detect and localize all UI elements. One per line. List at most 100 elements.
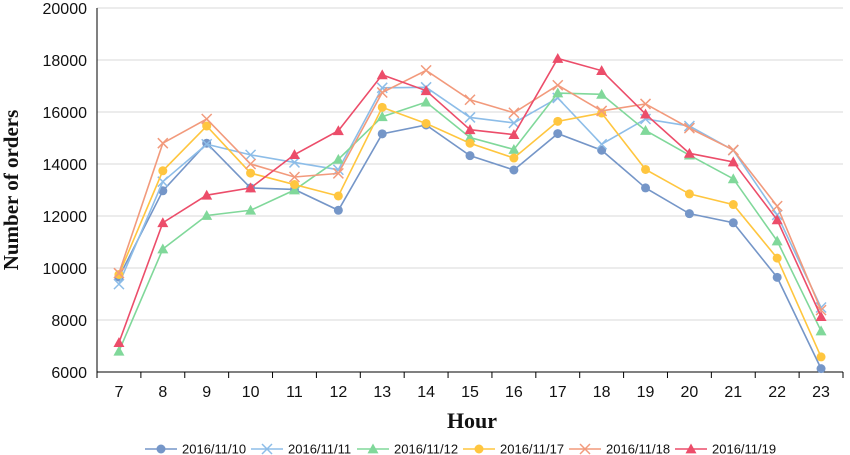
data-point — [552, 52, 564, 63]
data-point — [288, 184, 300, 195]
y-axis-ticks: 6000 8000 10000 12000 14000 16000 18000 20000 — [43, 1, 88, 382]
x-tick-label: 9 — [202, 384, 211, 401]
y-tick-label: 20000 — [43, 1, 88, 18]
data-point — [508, 117, 520, 129]
data-point — [553, 116, 563, 126]
data-point — [509, 165, 519, 175]
y-tick-label: 16000 — [43, 105, 88, 122]
axes — [96, 8, 843, 373]
data-point — [245, 204, 257, 215]
data-point — [596, 105, 608, 117]
data-point — [596, 65, 608, 76]
data-point — [114, 270, 124, 279]
data-point — [816, 364, 826, 374]
data-point — [421, 118, 431, 128]
data-point — [815, 311, 827, 322]
data-point — [727, 156, 739, 167]
data-point — [727, 144, 739, 156]
y-tick-label: 8000 — [51, 313, 87, 330]
data-point — [641, 183, 651, 193]
data-point — [684, 189, 694, 199]
x-tick-label: 8 — [158, 384, 167, 401]
x-tick-label: 17 — [549, 384, 567, 401]
legend-item: 2016/11/12 — [357, 442, 458, 455]
x-tick-label: 18 — [593, 384, 611, 401]
data-point — [685, 443, 697, 454]
y-tick-label: 12000 — [43, 209, 88, 226]
series-4 — [114, 102, 826, 362]
data-point — [367, 443, 379, 454]
y-tick-label: 18000 — [43, 53, 88, 70]
data-point — [640, 108, 652, 119]
data-point — [245, 182, 257, 193]
legend-label: 2016/11/11 — [288, 442, 351, 455]
data-point — [113, 345, 125, 356]
x-tick-label: 16 — [505, 384, 523, 401]
data-point — [261, 443, 273, 455]
x-tick-label: 20 — [681, 384, 699, 401]
data-point — [246, 168, 256, 178]
data-point — [288, 171, 301, 183]
y-axis-title: Number of orders — [0, 110, 23, 271]
x-tick-label: 14 — [417, 384, 435, 401]
series-line — [118, 86, 822, 308]
data-point — [683, 147, 695, 158]
y-tick-label: 14000 — [43, 157, 88, 174]
data-point — [201, 189, 213, 200]
data-point — [289, 180, 299, 190]
y-tick-label: 6000 — [51, 365, 87, 382]
series-line — [118, 69, 822, 311]
data-point — [465, 151, 475, 161]
data-point — [597, 145, 607, 155]
data-point — [771, 200, 783, 212]
data-point — [508, 129, 520, 140]
data-point — [508, 143, 520, 154]
data-point — [201, 113, 213, 125]
legend-item: 2016/11/11 — [251, 442, 351, 455]
data-point — [332, 153, 344, 164]
data-point — [553, 129, 563, 139]
data-point — [771, 235, 783, 246]
legend-label: 2016/11/19 — [712, 442, 776, 455]
data-point — [201, 138, 213, 150]
data-point — [640, 124, 652, 135]
data-point — [727, 173, 739, 184]
data-point — [288, 149, 300, 160]
x-tick-label: 11 — [286, 384, 303, 401]
gridlines — [97, 7, 843, 321]
data-point — [683, 122, 695, 134]
data-point — [113, 267, 125, 279]
data-point — [158, 166, 168, 176]
x-tick-label: 23 — [812, 384, 830, 401]
data-point — [728, 218, 738, 228]
legend-item: 2016/11/19 — [675, 442, 776, 455]
x-tick-label: 13 — [373, 384, 391, 401]
data-point — [464, 131, 476, 142]
data-point — [377, 129, 387, 139]
data-point — [464, 111, 476, 123]
data-point — [508, 107, 520, 119]
legend-label: 2016/11/17 — [500, 442, 564, 455]
data-point — [579, 443, 591, 455]
data-point — [420, 96, 432, 107]
legend-item: 2016/11/18 — [569, 442, 670, 455]
data-point — [376, 86, 388, 99]
data-point — [245, 158, 257, 170]
data-point — [464, 124, 476, 135]
data-point — [157, 217, 169, 228]
series-line — [118, 124, 822, 369]
data-point — [113, 278, 125, 290]
x-tick-label: 19 — [637, 384, 655, 401]
data-point — [245, 149, 257, 161]
data-point — [376, 69, 388, 80]
x-tick-label: 12 — [329, 384, 347, 401]
legend-label: 2016/11/12 — [394, 442, 458, 455]
legend-label: 2016/11/18 — [606, 442, 670, 455]
series-6 — [113, 52, 827, 348]
data-point — [474, 444, 484, 454]
x-tick-label: 22 — [768, 384, 786, 401]
data-point — [202, 121, 212, 131]
data-point — [113, 337, 125, 348]
data-point — [815, 304, 827, 316]
